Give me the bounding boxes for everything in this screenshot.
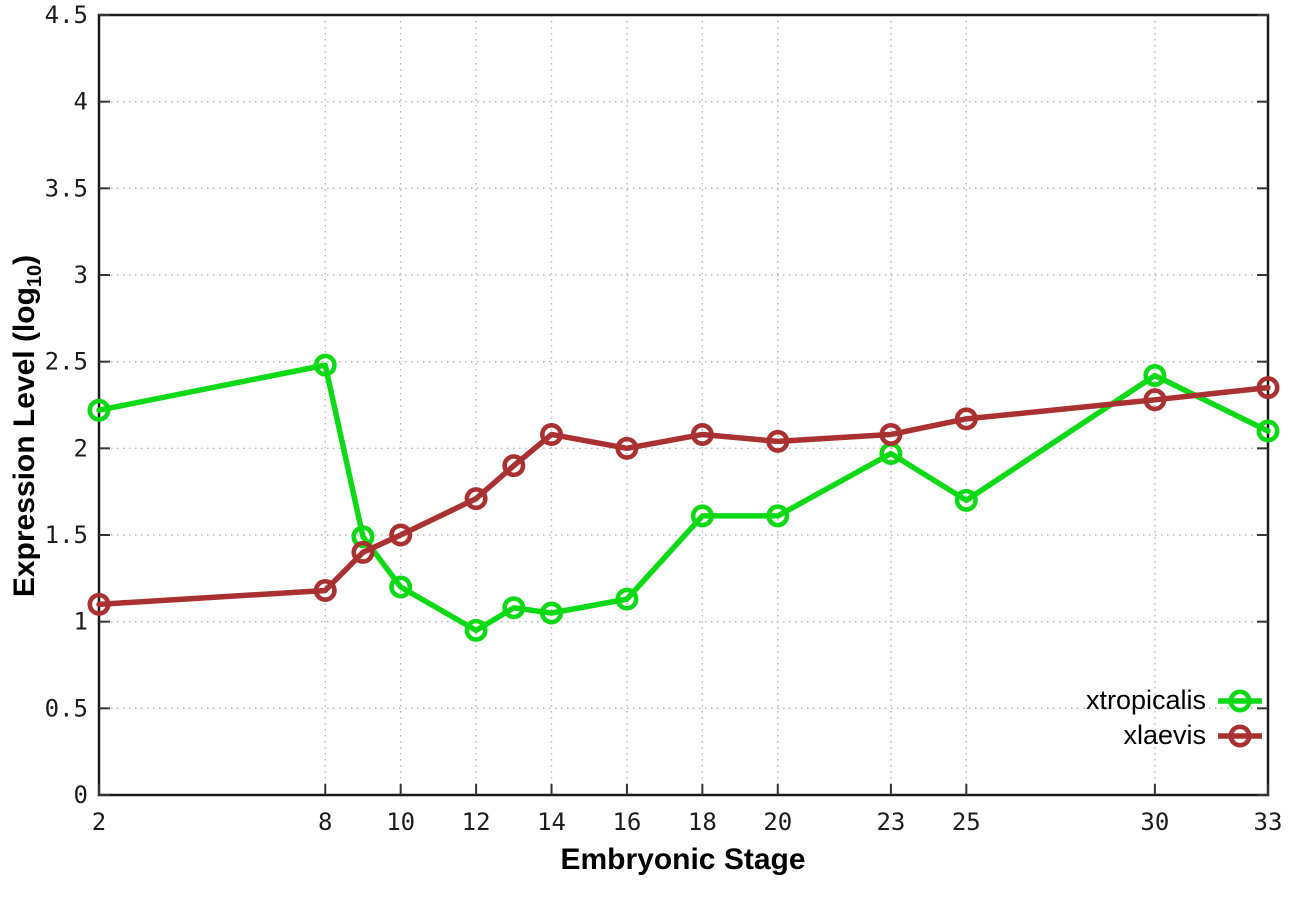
y-tick-label: 0 — [74, 781, 88, 809]
data-point-xtropicalis — [389, 575, 413, 599]
data-point-xlaevis — [87, 592, 111, 616]
x-tick-label: 16 — [612, 808, 641, 836]
data-point-xlaevis — [690, 422, 714, 446]
legend-label-xlaevis: xlaevis — [1123, 720, 1206, 750]
y-axis-title: Expression Level (log10) — [4, 226, 46, 626]
y-tick-label: 1 — [74, 608, 88, 636]
x-tick-label: 30 — [1140, 808, 1169, 836]
legend-sample-icon — [1218, 689, 1262, 712]
data-point-xtropicalis — [502, 596, 526, 620]
y-tick-label: 0.5 — [45, 694, 88, 722]
data-point-xlaevis — [313, 578, 337, 602]
data-point-xtropicalis — [351, 525, 375, 549]
x-tick-label: 23 — [876, 808, 905, 836]
data-point-xlaevis — [615, 436, 639, 460]
data-point-xlaevis — [1256, 376, 1280, 400]
x-tick-label: 2 — [92, 808, 106, 836]
data-point-xlaevis — [389, 523, 413, 547]
x-axis-title: Embryonic Stage — [560, 843, 806, 876]
x-tick-label: 18 — [688, 808, 717, 836]
data-point-xtropicalis — [313, 353, 337, 377]
legend-item-xlaevis: xlaevis — [1123, 718, 1264, 753]
x-tick-label: 25 — [952, 808, 981, 836]
data-point-xlaevis — [464, 487, 488, 511]
data-point-xlaevis — [879, 422, 903, 446]
y-axis-title-subscript: 10 — [24, 264, 46, 288]
data-point-xlaevis — [351, 540, 375, 564]
x-tick-label: 14 — [537, 808, 566, 836]
data-point-xlaevis — [954, 407, 978, 431]
data-point-xlaevis — [502, 454, 526, 478]
data-point-xtropicalis — [1143, 364, 1167, 388]
data-point-xtropicalis — [766, 504, 790, 528]
x-tick-label: 33 — [1254, 808, 1283, 836]
data-point-xlaevis — [766, 429, 790, 453]
legend-label-xtropicalis: xtropicalis — [1085, 685, 1206, 715]
plot-border — [97, 13, 1270, 797]
x-tick-label: 8 — [318, 808, 332, 836]
y-tick-label: 4.5 — [45, 1, 88, 29]
data-point-xtropicalis — [690, 504, 714, 528]
x-tick-label: 20 — [763, 808, 792, 836]
y-tick-label: 2 — [74, 434, 88, 462]
y-tick-label: 2.5 — [45, 348, 88, 376]
data-point-xtropicalis — [615, 587, 639, 611]
y-tick-label: 4 — [74, 88, 88, 116]
x-tick-label: 12 — [462, 808, 491, 836]
x-tick-label: 10 — [386, 808, 415, 836]
legend-marker-icon — [1228, 724, 1252, 747]
data-point-xtropicalis — [464, 618, 488, 642]
data-point-xlaevis — [1143, 388, 1167, 412]
y-tick-label: 1.5 — [45, 521, 88, 549]
y-tick-label: 3 — [74, 261, 88, 289]
legend-item-xtropicalis: xtropicalis — [1086, 683, 1264, 718]
series-line-xlaevis — [96, 384, 1271, 608]
y-axis-title-text: Expression Level (log — [8, 287, 41, 598]
data-point-xlaevis — [540, 422, 564, 446]
y-tick-label: 3.5 — [45, 174, 88, 202]
legend-sample-icon — [1218, 724, 1262, 747]
data-point-xtropicalis — [1256, 419, 1280, 443]
y-axis-title-suffix: ) — [8, 254, 41, 265]
data-point-xtropicalis — [87, 398, 111, 422]
data-point-xtropicalis — [954, 488, 978, 512]
data-point-xtropicalis — [540, 601, 564, 625]
legend: xtropicalis xlaevis — [1086, 683, 1264, 753]
legend-marker-icon — [1228, 689, 1252, 712]
